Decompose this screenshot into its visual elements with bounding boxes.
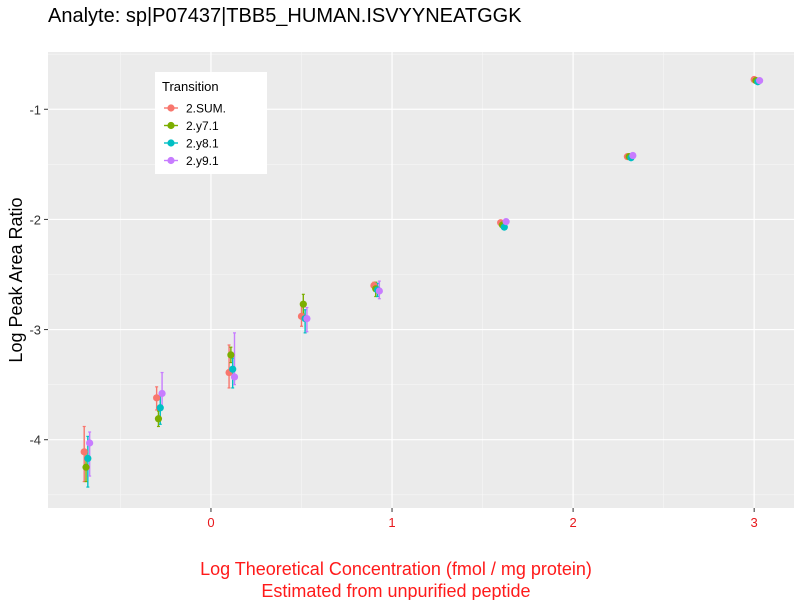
data-point: [80, 448, 88, 456]
y-tick-label: -4: [29, 433, 41, 448]
data-point: [158, 389, 166, 398]
data-point: [229, 365, 237, 373]
data-point: [502, 218, 510, 226]
data-point: [230, 373, 239, 381]
legend-key-point: [167, 121, 175, 130]
legend-entry-label: 2.y9.1: [186, 154, 219, 168]
x-axis-label-line-2: Estimated from unpurified peptide: [261, 581, 530, 600]
data-point: [227, 351, 235, 359]
legend-title: Transition: [162, 79, 219, 94]
y-axis-label: Log Peak Area Ratio: [6, 197, 26, 362]
legend-box: [155, 72, 267, 174]
data-point: [153, 394, 161, 402]
data-point: [375, 287, 383, 295]
y-tick-label: -2: [29, 212, 41, 227]
chart-title: Analyte: sp|P07437|TBB5_HUMAN.ISVYYNEATG…: [48, 5, 522, 27]
x-axis-label-line-1: Log Theoretical Concentration (fmol / mg…: [200, 559, 592, 579]
data-point: [154, 415, 163, 423]
x-tick-label: 3: [751, 515, 758, 530]
data-point: [303, 314, 311, 323]
legend-entry-label: 2.SUM.: [186, 102, 226, 116]
legend: Transition 2.SUM. 2.y7.1 2.y8.1 2.y9.1: [155, 72, 267, 174]
data-point: [84, 454, 92, 463]
legend-key-point: [167, 156, 175, 165]
data-point: [82, 463, 90, 471]
legend-entry-label: 2.y7.1: [186, 119, 219, 133]
x-tick-label: 0: [207, 515, 214, 530]
y-tick-label: -1: [29, 102, 41, 117]
grid-major: [48, 52, 794, 508]
x-tick-label: 1: [388, 515, 395, 530]
y-axis-ticks: -4 -3 -2 -1: [29, 102, 48, 448]
data-point: [299, 300, 307, 308]
y-tick-label: -3: [29, 323, 41, 338]
data-point: [629, 151, 637, 160]
data-point: [500, 223, 508, 231]
legend-key-point: [167, 139, 175, 147]
legend-key-point: [167, 104, 175, 112]
data-marks: [80, 75, 764, 488]
data-point: [86, 439, 94, 447]
x-tick-label: 2: [569, 515, 576, 530]
data-point: [755, 77, 764, 85]
x-axis-ticks: 0 1 2 3: [207, 508, 758, 530]
legend-entry-label: 2.y8.1: [186, 137, 219, 151]
legend-entries: 2.SUM. 2.y7.1 2.y8.1 2.y9.1: [164, 102, 226, 168]
data-point: [156, 404, 164, 412]
